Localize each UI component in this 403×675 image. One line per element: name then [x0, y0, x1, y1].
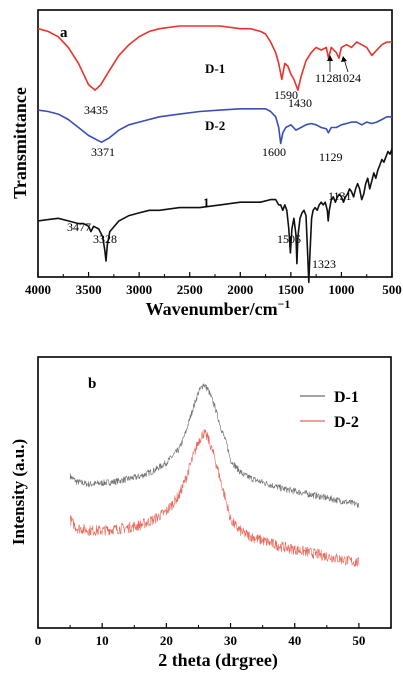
panel-a-x-tick-label: 1500: [278, 282, 304, 297]
panel-b-x-tick-label: 0: [35, 633, 42, 648]
panel-b: b 0 10 20 30 40 50 D-1 D-2 2 theta (drgree) I…: [9, 356, 392, 671]
series-line-d-2: [37, 108, 392, 145]
panel-a-x-tick-label: 2500: [177, 282, 203, 297]
series-label-1: 1: [203, 195, 210, 210]
panel-b-y-axis-title: Intensity (a.u.): [9, 439, 28, 545]
panel-b-label: b: [88, 376, 96, 392]
annotation-1-3477: 3477: [67, 220, 91, 234]
annotation-d2-1600: 1600: [262, 145, 286, 159]
annotation-d2-3371: 3371: [91, 145, 115, 159]
panel-a-x-axis-title: Wavenumber/cm−1: [146, 297, 291, 319]
annotation-arrow-1024-head: [341, 56, 347, 62]
series-label-d2: D-2: [205, 118, 225, 133]
annotation-d1-1430: 1430: [288, 96, 312, 110]
panel-a-x-tick-label: 3500: [76, 282, 102, 297]
panel-b-x-ticks: 0 10 20 30 40 50: [35, 623, 365, 648]
series-line-d-1: [37, 25, 392, 91]
panel-b-legend: D-1 D-2: [300, 389, 359, 431]
panel-b-series: [69, 383, 360, 567]
annotation-d1-3435: 3435: [84, 103, 108, 117]
panel-b-x-axis-title: 2 theta (drgree): [158, 650, 278, 671]
xrd-series-d-2: [69, 428, 360, 567]
annotation-1-1323: 1323: [312, 257, 336, 271]
annotation-d1-1590: 1590: [274, 88, 298, 102]
panel-a: a 4000 3500 3000 2500 2000 1500 1000 500 D-1 D-…: [10, 9, 402, 319]
panel-b-x-tick-label: 40: [288, 633, 301, 648]
annotation-d1-1128: 1128: [315, 71, 339, 85]
panel-a-frame: [37, 9, 393, 278]
panel-a-x-tick-label: 1000: [328, 282, 354, 297]
annotation-1-1131: 1131: [328, 189, 352, 203]
series-line-sample-1: [37, 148, 393, 284]
panel-a-x-ticks: 4000 3500 3000 2500 2000 1500 1000 500: [25, 272, 402, 297]
series-label-d1: D-1: [205, 61, 225, 76]
annotation-d1-1024: 1024: [337, 71, 361, 85]
panel-b-x-tick-label: 50: [352, 633, 365, 648]
panel-b-x-tick-label: 20: [160, 633, 173, 648]
annotation-1-1505: 1505: [277, 232, 301, 246]
panel-a-x-tick-label: 3000: [126, 282, 152, 297]
panel-a-x-tick-label: 4000: [25, 282, 51, 297]
panel-a-series: [37, 25, 393, 284]
panel-a-x-tick-label: 2000: [227, 282, 253, 297]
panel-b-x-tick-label: 10: [96, 633, 109, 648]
xrd-series-d-1: [69, 383, 360, 508]
annotation-arrow-1128-head: [327, 55, 333, 61]
annotation-1-3328: 3328: [93, 232, 117, 246]
panel-a-label: a: [60, 25, 68, 41]
panel-a-y-axis-title: Transmittance: [10, 87, 30, 199]
legend-label-d2: D-2: [334, 414, 359, 431]
panel-a-x-tick-label: 500: [382, 282, 402, 297]
panel-b-x-tick-label: 30: [224, 633, 237, 648]
panel-b-frame: [37, 356, 392, 629]
legend-label-d1: D-1: [334, 389, 359, 406]
annotation-d2-1129: 1129: [319, 150, 343, 164]
